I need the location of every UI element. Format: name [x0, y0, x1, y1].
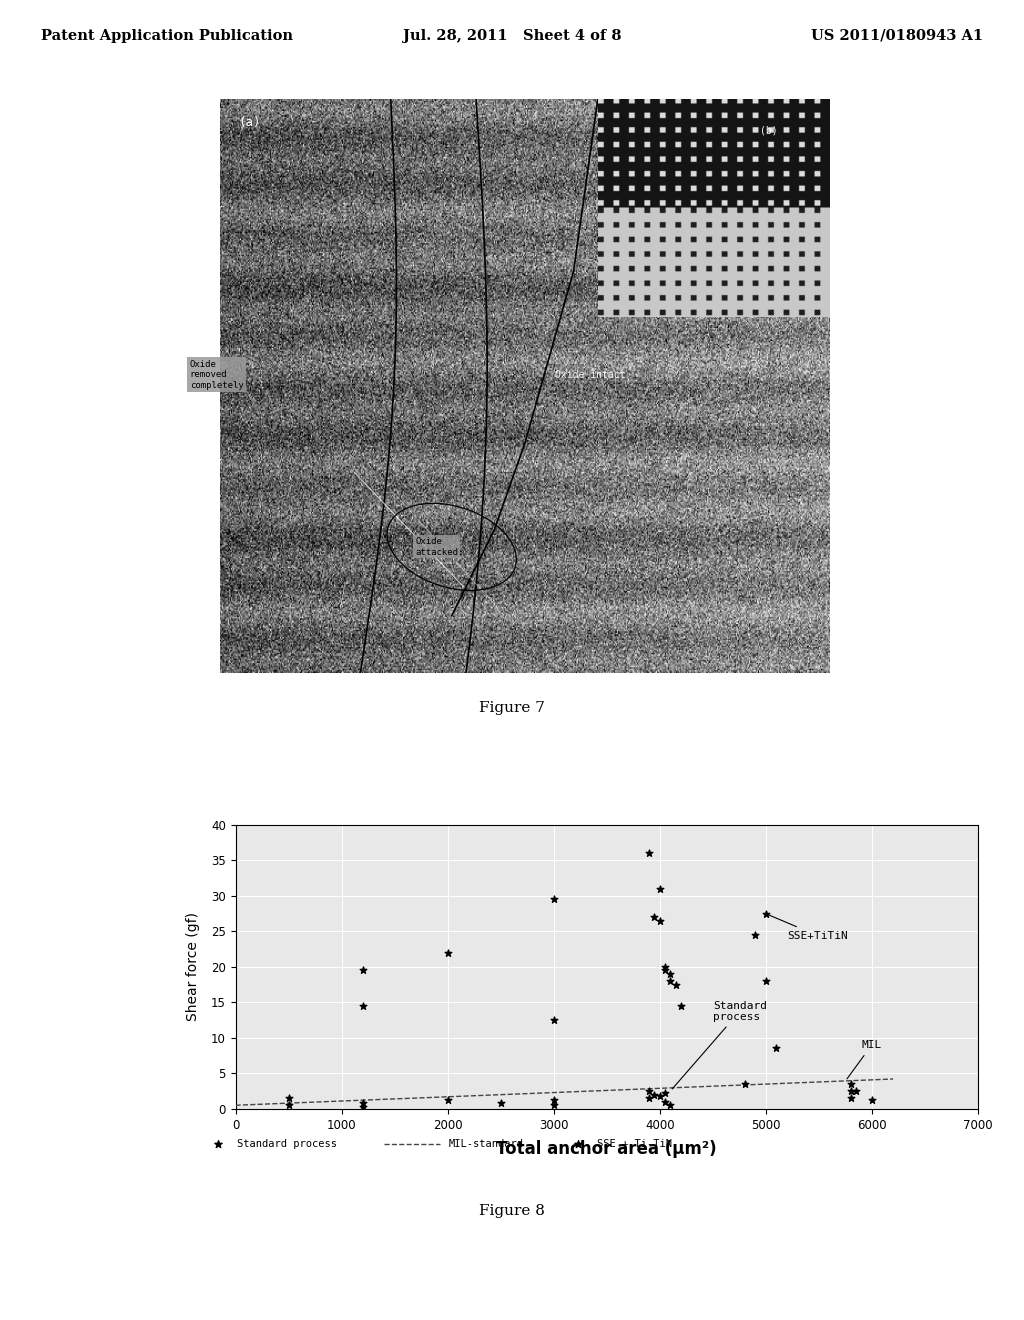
Point	[546, 1010, 562, 1031]
Text: Timber containing
the MEM device: Timber containing the MEM device	[623, 215, 714, 235]
Point	[843, 1073, 859, 1094]
Text: Oxide
attacked: Oxide attacked	[415, 537, 458, 557]
Point	[656, 1082, 673, 1104]
Point	[656, 1092, 673, 1113]
Point	[651, 911, 668, 932]
Text: Standard process: Standard process	[237, 1139, 337, 1150]
Text: Oxide intact: Oxide intact	[555, 370, 626, 380]
Text: Oxide
removed
completely: Oxide removed completely	[189, 360, 244, 389]
Y-axis label: Shear force (gf): Shear force (gf)	[185, 912, 200, 1022]
Point	[281, 1088, 297, 1109]
Text: 10:09:24 AM  5.00 kV   3.0   16,000×  3.9 mm   0°        fv: c:09055 e:23: 10:09:24 AM 5.00 kV 3.0 16,000× 3.9 mm 0…	[226, 692, 537, 698]
Point	[663, 1094, 679, 1115]
Point	[641, 1088, 657, 1109]
Point	[651, 1085, 668, 1106]
Point	[768, 1038, 784, 1059]
Text: SSE + Ti-TiN: SSE + Ti-TiN	[597, 1139, 672, 1150]
Point	[646, 1084, 663, 1105]
Point	[651, 878, 668, 899]
Point	[354, 1093, 371, 1114]
Point	[641, 1081, 657, 1102]
Point	[546, 1094, 562, 1115]
Text: (a): (a)	[239, 116, 261, 129]
Point	[354, 1096, 371, 1117]
Point	[656, 960, 673, 981]
Text: SSE+TiTiN: SSE+TiTiN	[768, 915, 848, 941]
Text: MIL-standard: MIL-standard	[450, 1139, 524, 1150]
Point	[663, 970, 679, 991]
Text: Jul. 28, 2011   Sheet 4 of 8: Jul. 28, 2011 Sheet 4 of 8	[402, 29, 622, 42]
Text: MIL: MIL	[847, 1040, 882, 1078]
Text: Standard
process: Standard process	[672, 1001, 767, 1089]
Point	[354, 995, 371, 1016]
Point	[646, 907, 663, 928]
Point	[493, 1093, 509, 1114]
Point	[748, 924, 764, 945]
X-axis label: Total anchor area (μm²): Total anchor area (μm²)	[497, 1140, 717, 1158]
Point	[673, 995, 689, 1016]
Point	[656, 956, 673, 977]
Point	[863, 1090, 880, 1111]
Point	[354, 960, 371, 981]
Point	[843, 1081, 859, 1102]
Point	[758, 903, 774, 924]
Text: US 2011/0180943 A1: US 2011/0180943 A1	[811, 29, 983, 42]
Point	[546, 888, 562, 909]
Point	[736, 1073, 753, 1094]
Point	[590, 797, 606, 818]
Point	[439, 1090, 456, 1111]
Text: Figure 8: Figure 8	[479, 1204, 545, 1218]
Point	[281, 1094, 297, 1115]
Point	[546, 1090, 562, 1111]
Point	[668, 974, 684, 995]
Text: (b): (b)	[760, 125, 777, 135]
Text: 8/10/2009   HV    spot   mag    WO    LR              5 μm: 8/10/2009 HV spot mag WO LR 5 μm	[226, 678, 495, 688]
Point	[758, 970, 774, 991]
Point	[843, 1088, 859, 1109]
Text: Figure 7: Figure 7	[479, 701, 545, 714]
Text: Patent Application Publication: Patent Application Publication	[41, 29, 293, 42]
Point	[663, 964, 679, 985]
Point	[848, 1081, 864, 1102]
Point	[439, 942, 456, 964]
Point	[641, 843, 657, 865]
